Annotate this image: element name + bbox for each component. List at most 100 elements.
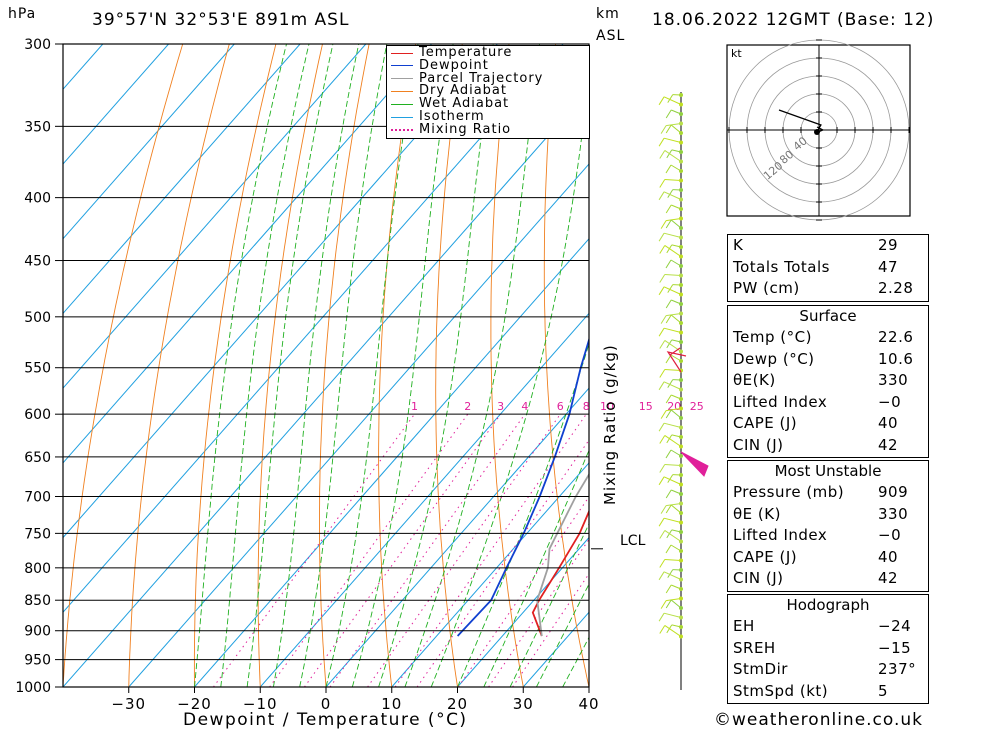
wind-dot xyxy=(679,359,683,363)
wind-dot xyxy=(679,311,683,316)
wind-dot xyxy=(679,625,683,629)
index-label: PW (cm) xyxy=(733,279,800,297)
dry-adiabat-line xyxy=(975,44,1000,687)
wind-dot xyxy=(679,112,683,116)
index-label: Lifted Index xyxy=(733,392,828,411)
pressure-tick-label: 700 xyxy=(24,490,51,506)
legend-swatch xyxy=(391,103,413,105)
wind-dot xyxy=(679,454,683,458)
mixing-ratio-line xyxy=(457,495,589,687)
index-value: 237° xyxy=(878,660,917,678)
wind-barb xyxy=(663,612,682,618)
wind-barb-flag xyxy=(665,204,672,214)
isotherm-line xyxy=(63,44,301,315)
isotherm-line xyxy=(325,387,589,687)
wind-barb xyxy=(663,191,682,200)
index-value: 47 xyxy=(878,257,899,276)
wind-barb xyxy=(664,369,682,371)
wind-barb-flag xyxy=(659,530,666,539)
wind-barb xyxy=(666,123,682,127)
legend-entry: Wet Adiabat xyxy=(391,96,510,112)
index-value: 40 xyxy=(878,414,899,432)
mixing-ratio-label: 8 xyxy=(583,400,590,413)
temp-tick-label: −20 xyxy=(177,695,212,713)
legend: Temperature Dewpoint Parcel Trajectory Dry … xyxy=(386,45,590,139)
wind-barb-flag xyxy=(665,394,672,404)
wind-dot xyxy=(679,520,683,525)
wind-barb-flag xyxy=(660,410,667,419)
pressure-tick-label: 600 xyxy=(24,407,51,423)
wind-barb-flag xyxy=(665,409,672,419)
pressure-tick-label: 950 xyxy=(24,653,51,669)
indices-surface: Surface Temp (°C) 22.6 Dewp (°C) 10.6 θE(K) 3… xyxy=(727,305,929,458)
wind-dot xyxy=(679,254,683,259)
legend-label: Wet Adiabat xyxy=(419,96,510,112)
index-row: CIN (J) 42 xyxy=(728,568,928,590)
indices-hodograph: Hodograph EH −24 SREH −15 StmDir 237° StmSpd (… xyxy=(727,594,929,704)
index-row: θE (K) 330 xyxy=(728,504,928,526)
temp-tick-label: 10 xyxy=(381,695,402,713)
wind-dot xyxy=(679,188,683,192)
legend-entry: Mixing Ratio xyxy=(391,123,511,136)
wind-dot xyxy=(679,207,683,211)
index-label: Totals Totals xyxy=(733,257,830,276)
mixing-ratio-label: 20 xyxy=(667,400,681,413)
mixing-ratio-line xyxy=(212,413,415,687)
wind-dot xyxy=(679,235,683,240)
wind-barb xyxy=(663,327,682,333)
wet-adiabat-line xyxy=(325,44,419,687)
index-row: Totals Totals 47 xyxy=(728,257,928,279)
wind-barb xyxy=(670,124,682,134)
most-unstable-title: Most Unstable xyxy=(774,462,882,480)
temp-tick-label: 0 xyxy=(321,695,332,713)
isotherm-line xyxy=(128,163,589,687)
wind-barb xyxy=(664,150,682,162)
legend-swatch xyxy=(391,78,413,80)
mixing-ratio-line xyxy=(329,413,526,687)
wind-dot xyxy=(679,425,683,430)
index-row: Dewp (°C) 10.6 xyxy=(728,349,928,371)
wind-dot xyxy=(679,387,683,392)
index-value: 5 xyxy=(878,681,889,700)
wind-dot xyxy=(679,302,683,306)
wind-barb-flag xyxy=(665,124,672,134)
wind-barb xyxy=(666,218,682,222)
index-row: SREH −15 xyxy=(728,638,928,660)
mixing-ratio-label: 4 xyxy=(521,400,528,413)
pressure-tick-label: 450 xyxy=(24,254,51,270)
wind-barb-flag xyxy=(658,191,665,201)
wind-barb-flag xyxy=(659,274,666,283)
wind-barb xyxy=(663,381,682,390)
index-label: θE (K) xyxy=(733,504,781,523)
pressure-tick-label: 300 xyxy=(24,37,51,53)
legend-swatch xyxy=(391,52,413,54)
index-label: Pressure (mb) xyxy=(733,483,845,501)
wind-dot xyxy=(679,435,683,439)
wind-barb xyxy=(663,232,682,238)
wind-dot xyxy=(679,397,683,401)
index-row: StmSpd (kt) 5 xyxy=(728,681,928,703)
temp-tick-label: −30 xyxy=(111,695,146,713)
wind-barb-flag xyxy=(659,179,666,188)
wind-barb-flag xyxy=(658,422,665,432)
wind-dot xyxy=(679,568,683,572)
wind-barb xyxy=(664,245,682,257)
legend-swatch xyxy=(391,90,413,92)
wind-dot xyxy=(679,121,683,126)
copyright-footer[interactable]: ©weatheronline.co.uk xyxy=(714,710,924,730)
index-row: Lifted Index −0 xyxy=(728,525,928,547)
mixing-ratio-label: 25 xyxy=(690,400,704,413)
wind-barb xyxy=(663,571,682,580)
wind-barb-flag xyxy=(667,94,674,103)
wind-barb-highlight xyxy=(680,451,709,477)
index-row: θE(K) 330 xyxy=(728,370,928,392)
legend-swatch xyxy=(391,116,413,118)
index-row: PW (cm) 2.28 xyxy=(728,278,928,300)
pressure-tick-label: 1000 xyxy=(15,680,51,696)
wind-barb-flag xyxy=(659,150,666,159)
mixing-ratio-line xyxy=(303,413,502,687)
isotherm-line xyxy=(63,44,104,91)
legend-label: Temperature xyxy=(419,45,513,60)
index-label: CIN (J) xyxy=(733,435,784,454)
